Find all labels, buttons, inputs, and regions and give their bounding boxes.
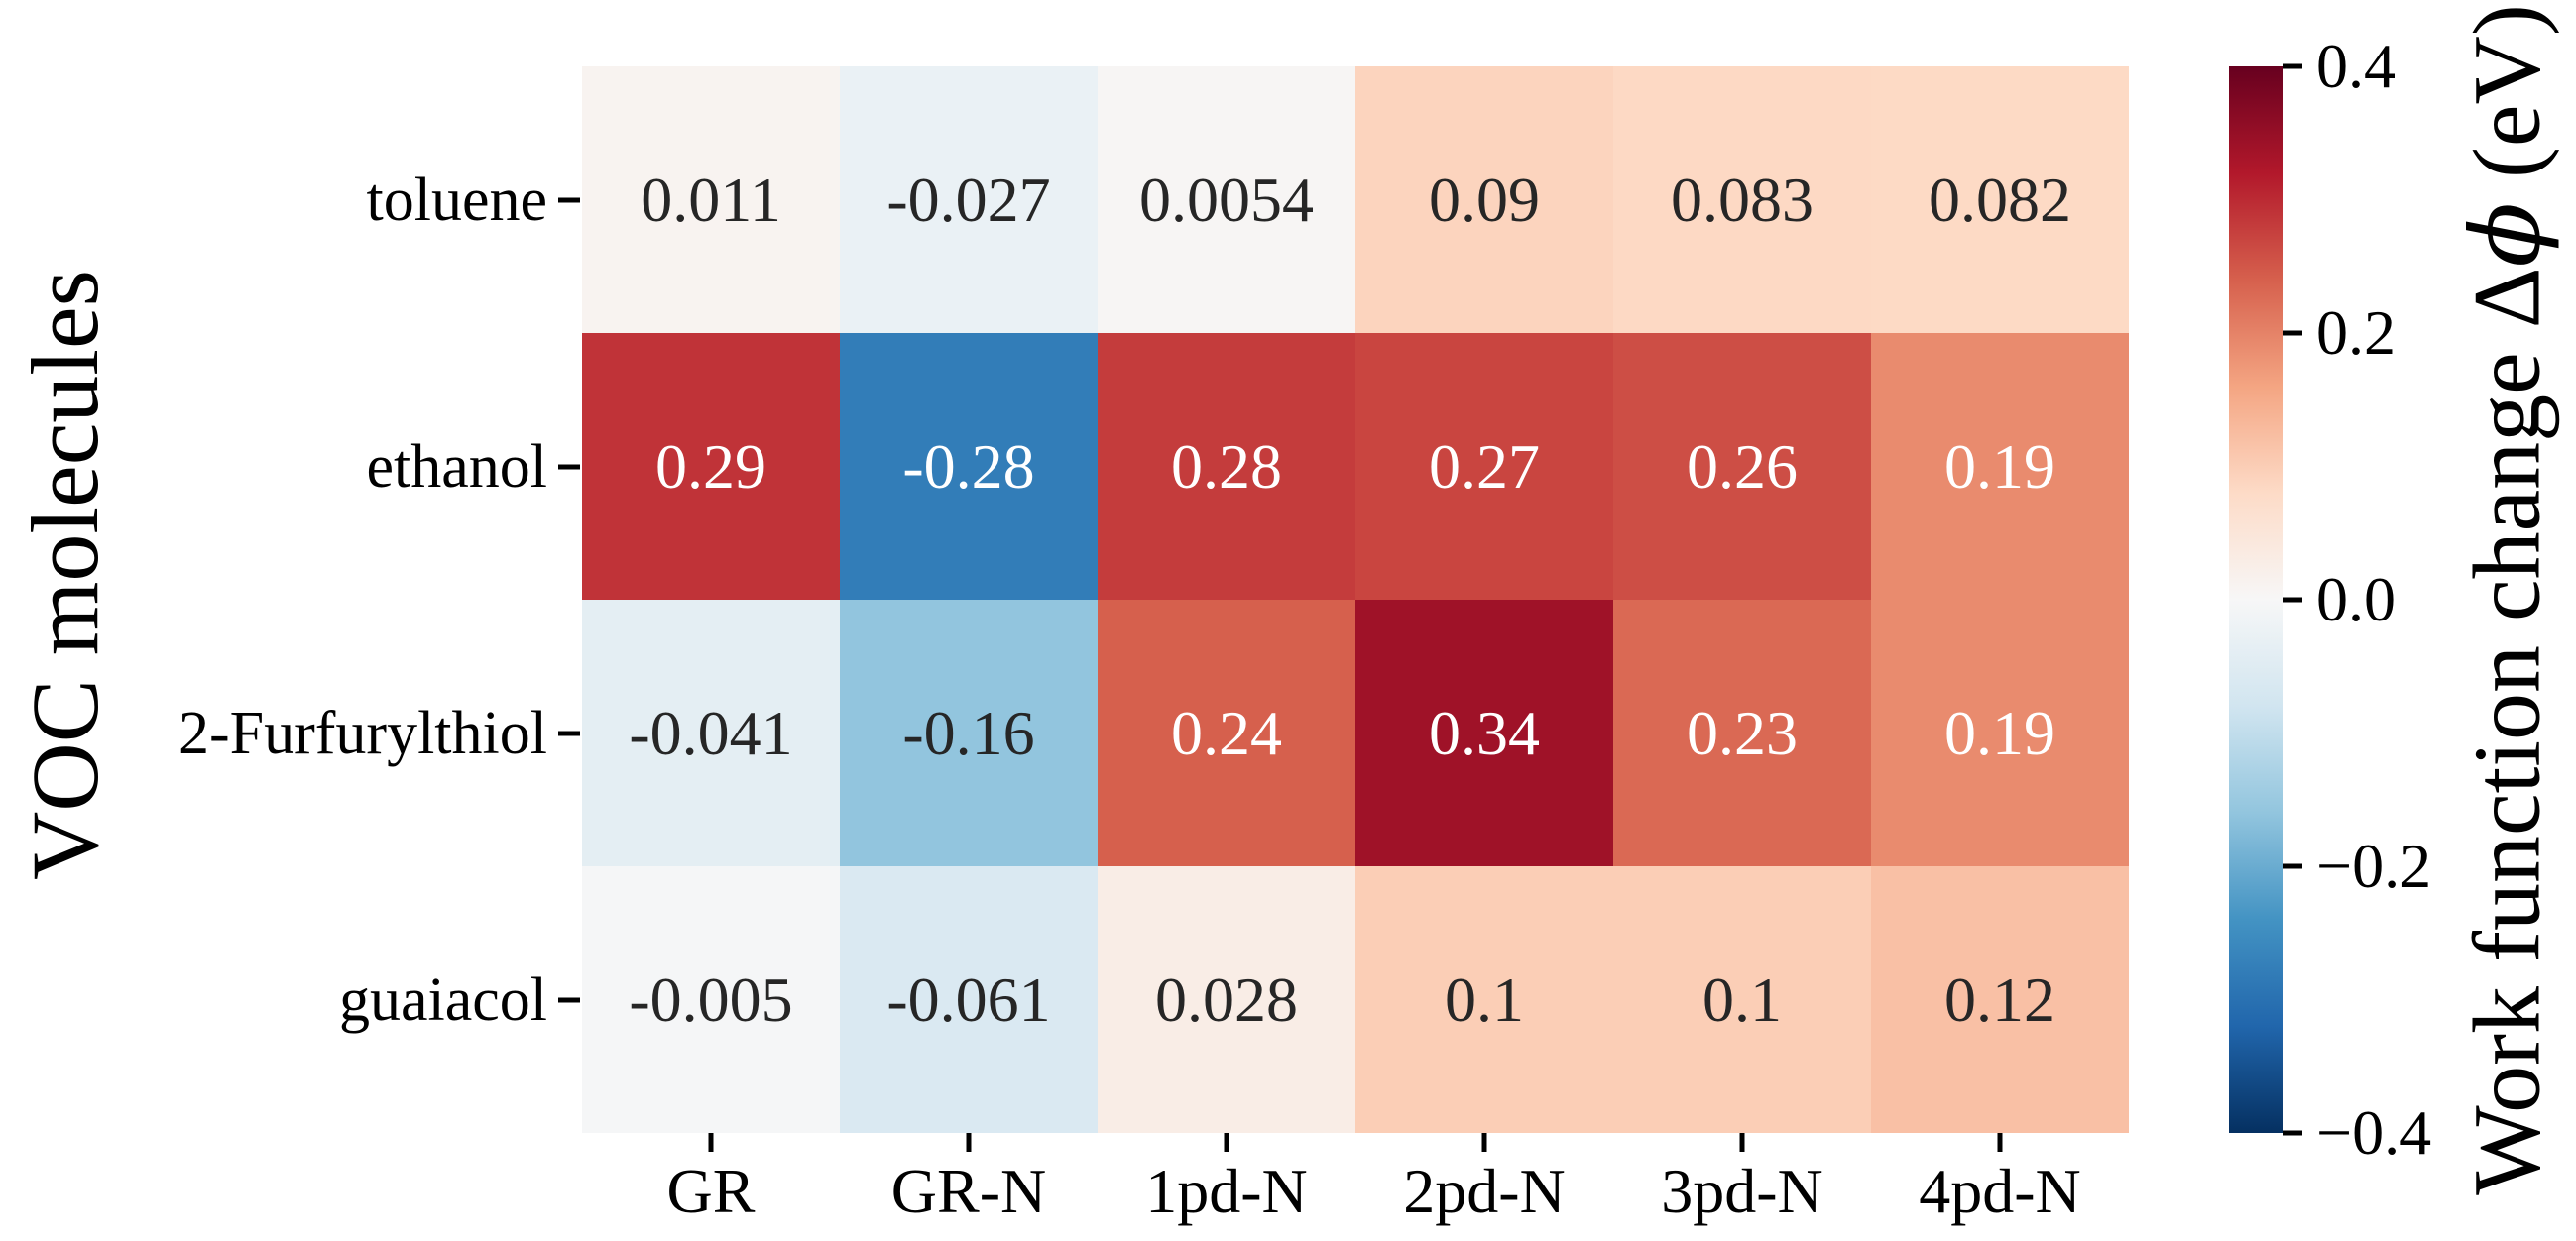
colorbar-tick-label: −0.4 (2316, 1097, 2432, 1168)
heatmap-cell: 0.1 (1355, 866, 1613, 1133)
x-tick-mark (1481, 1133, 1487, 1152)
heatmap-cell: -0.005 (582, 866, 840, 1133)
x-tick-mark (1997, 1133, 2003, 1152)
colorbar-tick-label: −0.2 (2316, 831, 2432, 901)
heatmap-cell: -0.16 (840, 600, 1098, 866)
y-tick-label: guaiacol (338, 965, 547, 1034)
heatmap-cell: 0.19 (1871, 600, 2129, 866)
heatmap-cell: 0.082 (1871, 66, 2129, 333)
heatmap-cell: 0.23 (1613, 600, 1871, 866)
colorbar-tick-label: 0.2 (2316, 297, 2396, 368)
x-tick-label: 1pd-N (1145, 1156, 1308, 1226)
colorbar-tick-label: 0.0 (2316, 564, 2396, 634)
y-tick-label: ethanol (366, 432, 548, 501)
heatmap-cell: 0.1 (1613, 866, 1871, 1133)
colorbar-tick-mark (2283, 330, 2302, 336)
heatmap-cell: 0.28 (1098, 333, 1355, 600)
heatmap-cell: -0.061 (840, 866, 1098, 1133)
y-tick-label: toluene (366, 166, 548, 234)
colorbar-tick-mark (2283, 863, 2302, 869)
x-tick-mark (708, 1133, 714, 1152)
colorbar-tick-mark (2283, 63, 2302, 69)
colorbar-gradient (2229, 66, 2283, 1133)
heatmap-cell: 0.028 (1098, 866, 1355, 1133)
phi-symbol: ϕ (2450, 202, 2562, 268)
x-tick-label: 3pd-N (1661, 1156, 1823, 1226)
x-tick-label: 2pd-N (1403, 1156, 1566, 1226)
heatmap-cell: -0.027 (840, 66, 1098, 333)
colorbar-title: Work function change Δϕ (eV) (2451, 4, 2562, 1195)
x-tick-mark (1739, 1133, 1745, 1152)
heatmap-cell: 0.0054 (1098, 66, 1355, 333)
y-tick-mark (558, 197, 580, 202)
heatmap-cell: 0.26 (1613, 333, 1871, 600)
colorbar-title-pre: Work function change (2453, 328, 2560, 1195)
heatmap-cell: 0.24 (1098, 600, 1355, 866)
y-tick-mark (558, 464, 580, 469)
delta-symbol: Δ (2453, 267, 2560, 329)
heatmap-cell: -0.041 (582, 600, 840, 866)
heatmap-cell: -0.28 (840, 333, 1098, 600)
heatmap-cell: 0.34 (1355, 600, 1613, 866)
heatmap-cell: 0.19 (1871, 333, 2129, 600)
heatmap-cell: 0.29 (582, 333, 840, 600)
colorbar-title-post: (eV) (2453, 4, 2560, 203)
y-tick-mark (558, 997, 580, 1002)
y-axis-title: VOC molecules (12, 270, 118, 880)
x-tick-label: GR (666, 1156, 756, 1226)
x-tick-label: GR-N (890, 1156, 1047, 1226)
colorbar-tick-mark (2283, 1130, 2302, 1136)
x-tick-label: 4pd-N (1919, 1156, 2081, 1226)
colorbar-tick-label: 0.4 (2316, 31, 2396, 101)
heatmap-cell: 0.011 (582, 66, 840, 333)
heatmap-cell: 0.083 (1613, 66, 1871, 333)
x-tick-mark (966, 1133, 972, 1152)
heatmap-cell: 0.12 (1871, 866, 2129, 1133)
heatmap-grid: 0.011 -0.027 0.0054 0.09 0.083 0.082 0.29 -0.28… (582, 66, 2129, 1133)
heatmap-cell: 0.27 (1355, 333, 1613, 600)
heatmap-cell: 0.09 (1355, 66, 1613, 333)
y-tick-mark (558, 731, 580, 735)
x-tick-mark (1224, 1133, 1229, 1152)
colorbar-tick-mark (2283, 597, 2302, 603)
y-tick-label: 2-Furfurylthiol (178, 699, 547, 767)
